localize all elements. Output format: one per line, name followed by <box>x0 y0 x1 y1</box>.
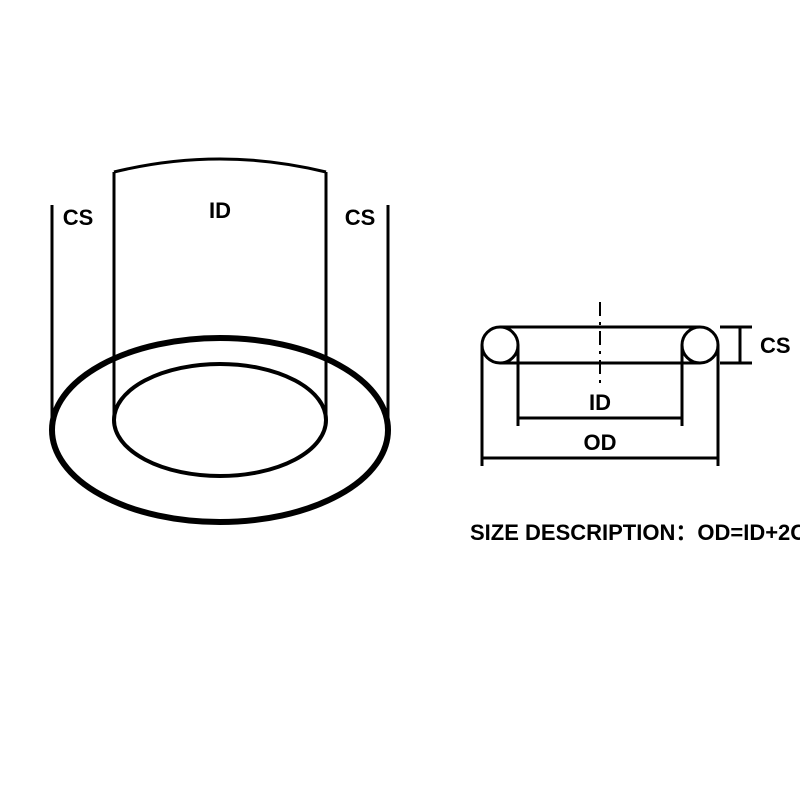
id-label-perspective: ID <box>209 198 231 223</box>
perspective-ring-group: CS ID CS <box>52 159 388 522</box>
id-dimension-arc <box>114 159 326 172</box>
oring-size-diagram: CS ID CS CS ID OD SIZE DE <box>0 0 800 800</box>
cs-right-label: CS <box>345 205 376 230</box>
id-label-xsec: ID <box>589 390 611 415</box>
xsec-circle-right <box>682 327 718 363</box>
inner-ellipse <box>114 364 326 476</box>
xsec-circle-left <box>482 327 518 363</box>
size-description-formula: SIZE DESCRIPTION：OD=ID+2CS <box>470 520 800 545</box>
od-label-xsec: OD <box>584 430 617 455</box>
cs-label-xsec: CS <box>760 333 791 358</box>
cs-left-label: CS <box>63 205 94 230</box>
cross-section-group: CS ID OD <box>482 302 791 466</box>
